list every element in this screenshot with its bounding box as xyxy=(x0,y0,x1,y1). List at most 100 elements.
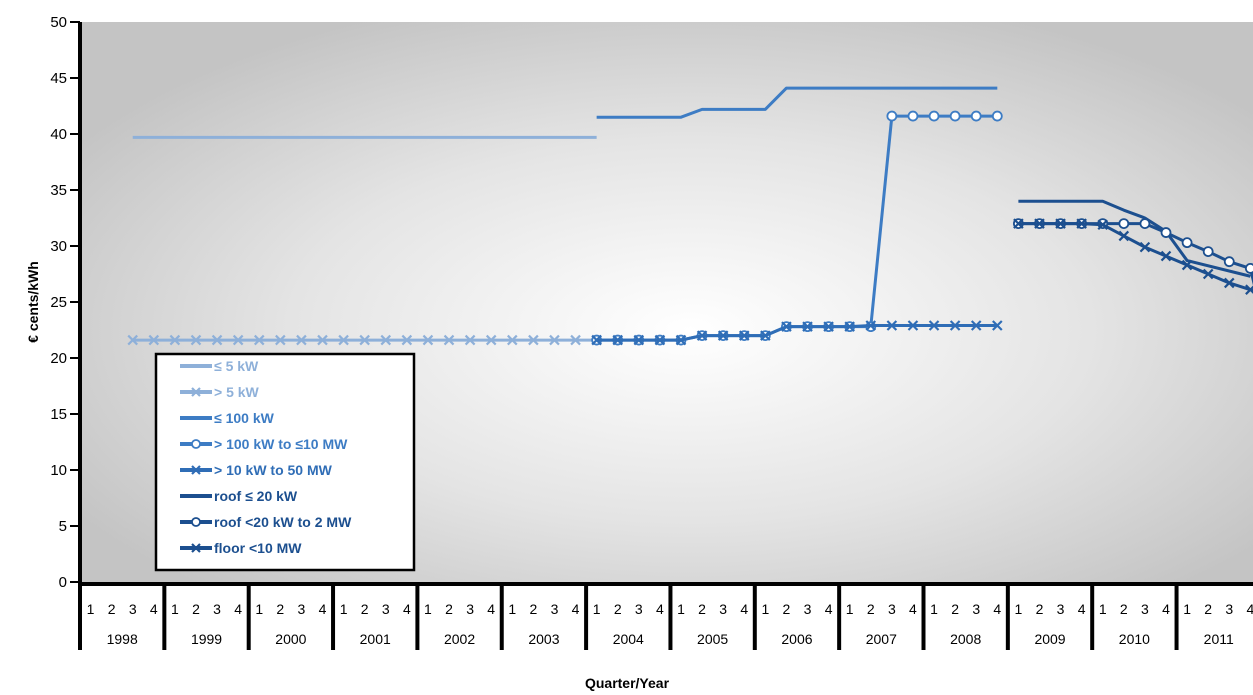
year-label: 2002 xyxy=(444,631,475,647)
quarter-label: 1 xyxy=(593,601,601,617)
legend-box xyxy=(154,352,416,572)
quarter-label: 2 xyxy=(783,601,791,617)
data-point xyxy=(1055,218,1066,229)
data-point xyxy=(970,320,982,331)
quarter-label: 3 xyxy=(466,601,474,617)
quarter-label: 2 xyxy=(192,601,200,617)
data-point xyxy=(422,334,434,346)
data-point xyxy=(127,334,138,346)
data-point xyxy=(317,334,328,346)
data-point xyxy=(1244,263,1253,274)
data-point xyxy=(717,330,729,341)
series-line xyxy=(1018,222,1253,293)
y-tick-label: 10 xyxy=(50,462,67,479)
x-axis-title: Quarter/Year xyxy=(585,675,670,691)
data-point xyxy=(949,110,961,122)
quarter-label: 1 xyxy=(255,601,263,617)
quarter-label: 2 xyxy=(951,601,959,617)
data-point xyxy=(991,110,1003,122)
y-axis-title: € cents/kWh xyxy=(25,261,41,343)
series-1 xyxy=(127,334,602,346)
y-tick-label: 45 xyxy=(50,70,67,87)
data-point xyxy=(844,321,855,332)
year-label: 1999 xyxy=(191,631,222,647)
quarter-label: 4 xyxy=(825,601,833,617)
data-point xyxy=(760,330,771,341)
data-point xyxy=(191,387,201,397)
data-point xyxy=(992,320,1003,331)
data-point xyxy=(190,334,202,346)
quarter-label: 4 xyxy=(234,601,242,617)
data-point xyxy=(464,334,476,346)
quarter-label: 4 xyxy=(150,601,158,617)
series-4 xyxy=(591,320,1003,346)
quarter-label: 1 xyxy=(508,601,516,617)
data-point xyxy=(886,110,898,122)
quarter-label: 4 xyxy=(1162,601,1170,617)
data-point xyxy=(654,334,666,346)
legend-entry: > 100 kW to ≤10 MW xyxy=(180,436,348,452)
quarter-label: 4 xyxy=(656,601,664,617)
data-point xyxy=(865,320,877,331)
quarter-label: 4 xyxy=(740,601,748,617)
y-tick-label: 20 xyxy=(50,350,67,367)
quarter-label: 2 xyxy=(614,601,622,617)
legend-label: > 10 kW to 50 MW xyxy=(214,462,333,478)
data-point xyxy=(507,334,518,346)
data-point xyxy=(380,334,392,346)
data-point xyxy=(886,320,898,331)
y-tick-label: 40 xyxy=(50,126,67,143)
data-point xyxy=(1013,218,1024,229)
data-point xyxy=(1118,230,1130,242)
data-point xyxy=(549,334,560,346)
data-point xyxy=(1139,218,1151,230)
data-point xyxy=(591,334,602,346)
quarter-label: 1 xyxy=(87,601,95,617)
quarter-label: 2 xyxy=(1036,601,1044,617)
data-point xyxy=(191,439,201,449)
quarter-label: 2 xyxy=(108,601,116,617)
data-point xyxy=(1160,250,1172,262)
quarter-label: 2 xyxy=(529,601,537,617)
legend-label: roof <20 kW to 2 MW xyxy=(214,514,352,530)
year-label: 2007 xyxy=(866,631,897,647)
data-point xyxy=(1139,241,1151,253)
data-point xyxy=(633,334,645,346)
quarter-label: 3 xyxy=(804,601,812,617)
year-label: 2011 xyxy=(1204,631,1234,647)
data-point xyxy=(1181,259,1193,271)
data-point xyxy=(485,334,497,346)
legend-label: ≤ 5 kW xyxy=(214,358,259,374)
legend-entry: ≤ 100 kW xyxy=(180,410,275,426)
quarter-label: 4 xyxy=(572,601,580,617)
data-point xyxy=(296,334,307,346)
quarter-label: 4 xyxy=(403,601,411,617)
data-point xyxy=(1202,268,1214,280)
quarter-label: 1 xyxy=(761,601,769,617)
quarter-label: 1 xyxy=(1014,601,1022,617)
quarter-label: 3 xyxy=(972,601,980,617)
data-point xyxy=(675,334,687,346)
quarter-label: 2 xyxy=(1120,601,1128,617)
data-point xyxy=(1076,218,1087,229)
series-2 xyxy=(596,86,998,119)
y-tick-label: 30 xyxy=(50,238,67,255)
y-tick-label: 15 xyxy=(50,406,67,423)
y-axis: 0 5 10 15 20 25 30 35 40 45 50 xyxy=(50,14,82,591)
data-point xyxy=(738,330,750,341)
legend-entry: ≤ 5 kW xyxy=(180,358,259,374)
data-point xyxy=(338,334,349,346)
data-point xyxy=(191,543,201,553)
legend-label: roof ≤ 20 kW xyxy=(214,488,298,504)
data-point xyxy=(1245,284,1253,295)
data-point xyxy=(781,321,792,332)
legend-label: floor <10 MW xyxy=(214,540,302,556)
year-label: 2001 xyxy=(360,631,391,647)
y-tick-label: 25 xyxy=(50,294,67,311)
series-line xyxy=(596,86,998,119)
quarter-label: 1 xyxy=(171,601,179,617)
series-layer xyxy=(127,86,1253,346)
data-point xyxy=(823,321,834,332)
legend-label: > 100 kW to ≤10 MW xyxy=(214,436,348,452)
